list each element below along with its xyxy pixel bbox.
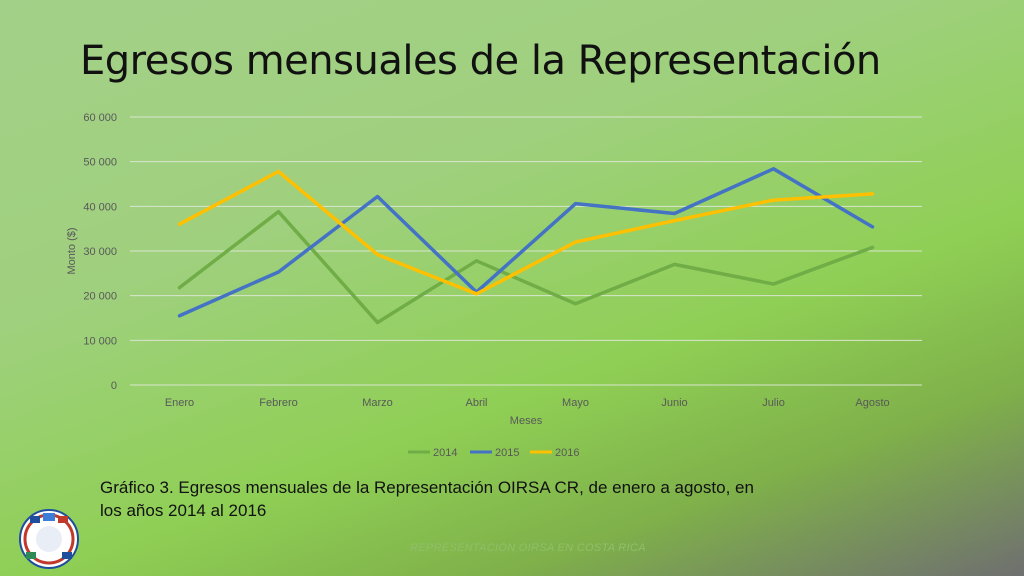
x-tick-label: Julio (762, 397, 785, 409)
x-tick-label: Enero (165, 397, 194, 409)
x-tick-label: Marzo (362, 397, 393, 409)
y-tick-label: 30 000 (83, 246, 117, 258)
y-axis-title: Monto ($) (66, 227, 78, 274)
x-tick-label: Abril (465, 397, 487, 409)
x-axis-title: Meses (510, 415, 543, 427)
y-tick-label: 60 000 (83, 112, 117, 124)
oirsa-logo (19, 509, 79, 569)
x-tick-label: Mayo (562, 397, 589, 409)
footer-text: REPRESENTACIÓN OIRSA EN COSTA RICA (410, 542, 646, 554)
chart-caption: Gráfico 3. Egresos mensuales de la Repre… (100, 478, 754, 520)
x-tick-label: Febrero (259, 397, 298, 409)
line-chart: 0 10 000 20 000 30 000 40 000 50 000 60 000 Ene… (66, 112, 922, 459)
legend-label-2014: 2014 (433, 447, 457, 459)
y-tick-label: 20 000 (83, 291, 117, 303)
x-tick-label: Junio (661, 397, 687, 409)
y-tick-label: 50 000 (83, 157, 117, 169)
slide-title: Egresos mensuales de la Representación (80, 38, 881, 84)
y-tick-label: 0 (111, 380, 117, 392)
x-tick-label: Agosto (855, 397, 889, 409)
series-line-2016 (177, 169, 875, 296)
series-line-2015 (177, 167, 875, 318)
series-line-2014 (177, 209, 875, 325)
legend-label-2016: 2016 (555, 447, 579, 459)
y-tick-label: 10 000 (83, 335, 117, 347)
y-tick-label: 40 000 (83, 201, 117, 213)
legend-label-2015: 2015 (495, 447, 519, 459)
